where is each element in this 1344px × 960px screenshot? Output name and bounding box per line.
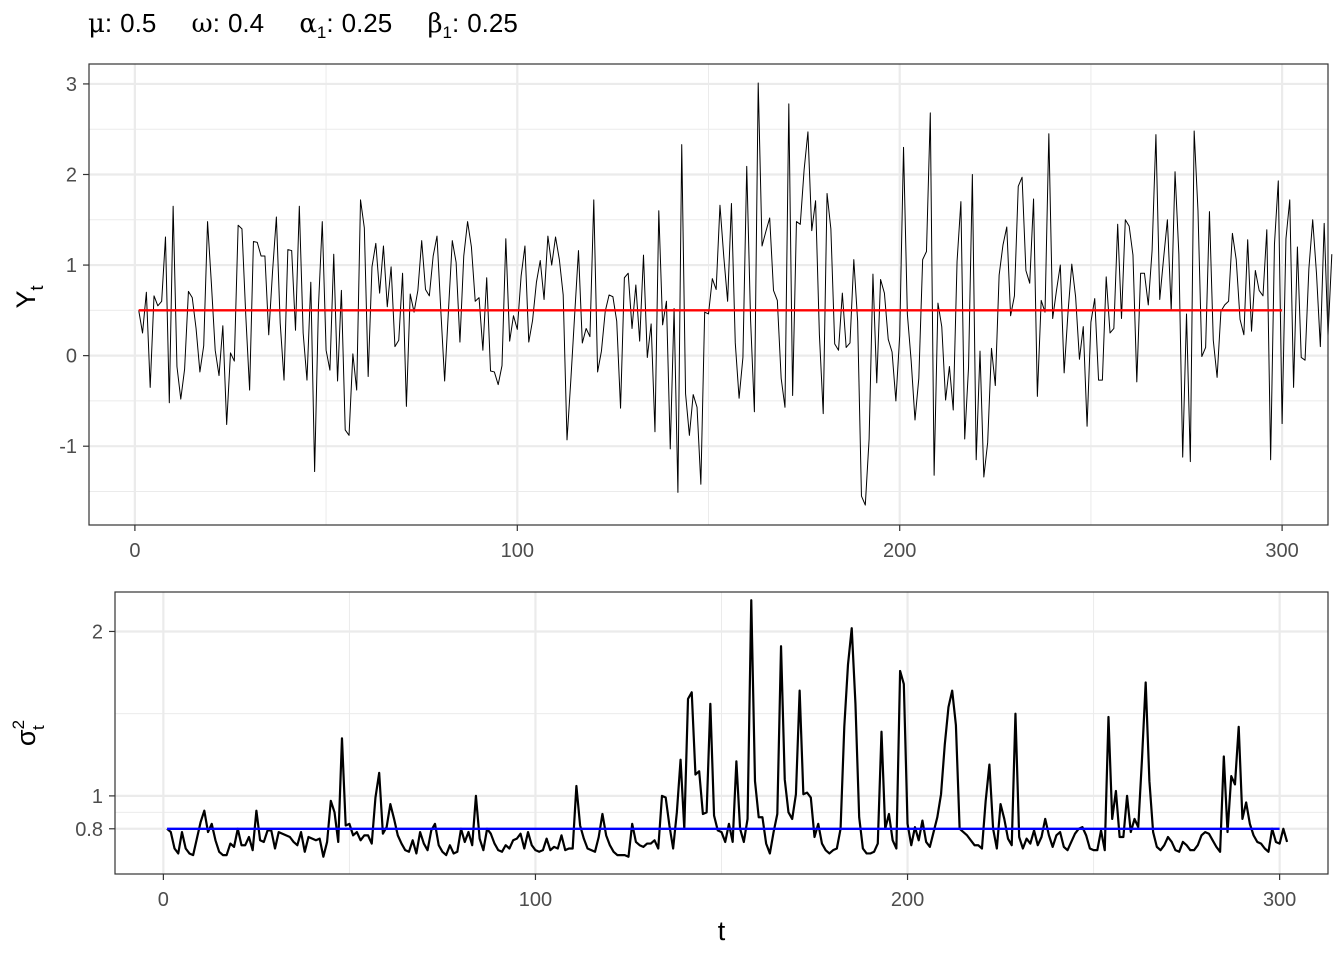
x-tick-label: 0	[158, 889, 169, 911]
param-subscript: 1	[316, 23, 327, 43]
x-tick-label: 0	[129, 540, 140, 562]
y-tick-label: 1	[66, 255, 77, 277]
y-tick-label: 0.8	[75, 819, 103, 841]
panel-border	[114, 591, 1329, 875]
panel-border	[88, 63, 1329, 526]
y-tick-label: 1	[92, 786, 103, 808]
x-tick-label: 300	[1263, 889, 1296, 911]
param-value: 0.5	[120, 8, 157, 38]
y-axis-label-main: σ	[11, 729, 41, 746]
param-symbol: ω	[191, 9, 213, 39]
x-tick-label: 100	[519, 889, 552, 911]
series-line-variance	[166, 599, 1289, 858]
param-symbol: α	[299, 9, 317, 39]
x-tick-label: 200	[891, 889, 924, 911]
x-tick-label: 200	[883, 540, 916, 562]
x-tick-label: 100	[501, 540, 534, 562]
param-value: 0.25	[341, 8, 393, 38]
y-tick-label: 0	[66, 346, 77, 368]
y-tick-label: 3	[66, 74, 77, 96]
param-alpha: α1: 0.25	[299, 8, 393, 43]
parameter-header: μ: 0.5 ω: 0.4 α1: 0.25 β1: 0.25	[88, 8, 546, 43]
y-tick-label: 2	[92, 621, 103, 643]
param-subscript: 1	[442, 23, 452, 43]
y-axis-label-main: Y	[11, 291, 41, 309]
panel-1: 0 100 200 300 -1 0 1 2 3 Yt	[11, 63, 1333, 562]
y-axis-label-superscript: 2	[9, 720, 28, 729]
param-beta: β1: 0.25	[427, 8, 518, 43]
param-symbol: β	[427, 9, 443, 39]
y-tick-label: 2	[66, 164, 77, 186]
param-value: 0.4	[227, 8, 265, 38]
param-omega: ω: 0.4	[191, 8, 265, 39]
x-tick-label: 300	[1265, 540, 1298, 562]
y-axis-label: Yt	[11, 285, 47, 308]
y-axis-label-subscript: t	[29, 725, 48, 730]
param-value: 0.25	[467, 8, 518, 38]
param-mu: μ: 0.5	[88, 8, 157, 39]
series-line-y	[138, 82, 1333, 506]
y-tick-label: -1	[59, 436, 77, 458]
x-axis-label: t	[718, 916, 726, 946]
y-axis-label-subscript: t	[27, 285, 47, 290]
y-axis-label: σ2t	[9, 720, 48, 746]
param-symbol: μ	[88, 9, 105, 39]
